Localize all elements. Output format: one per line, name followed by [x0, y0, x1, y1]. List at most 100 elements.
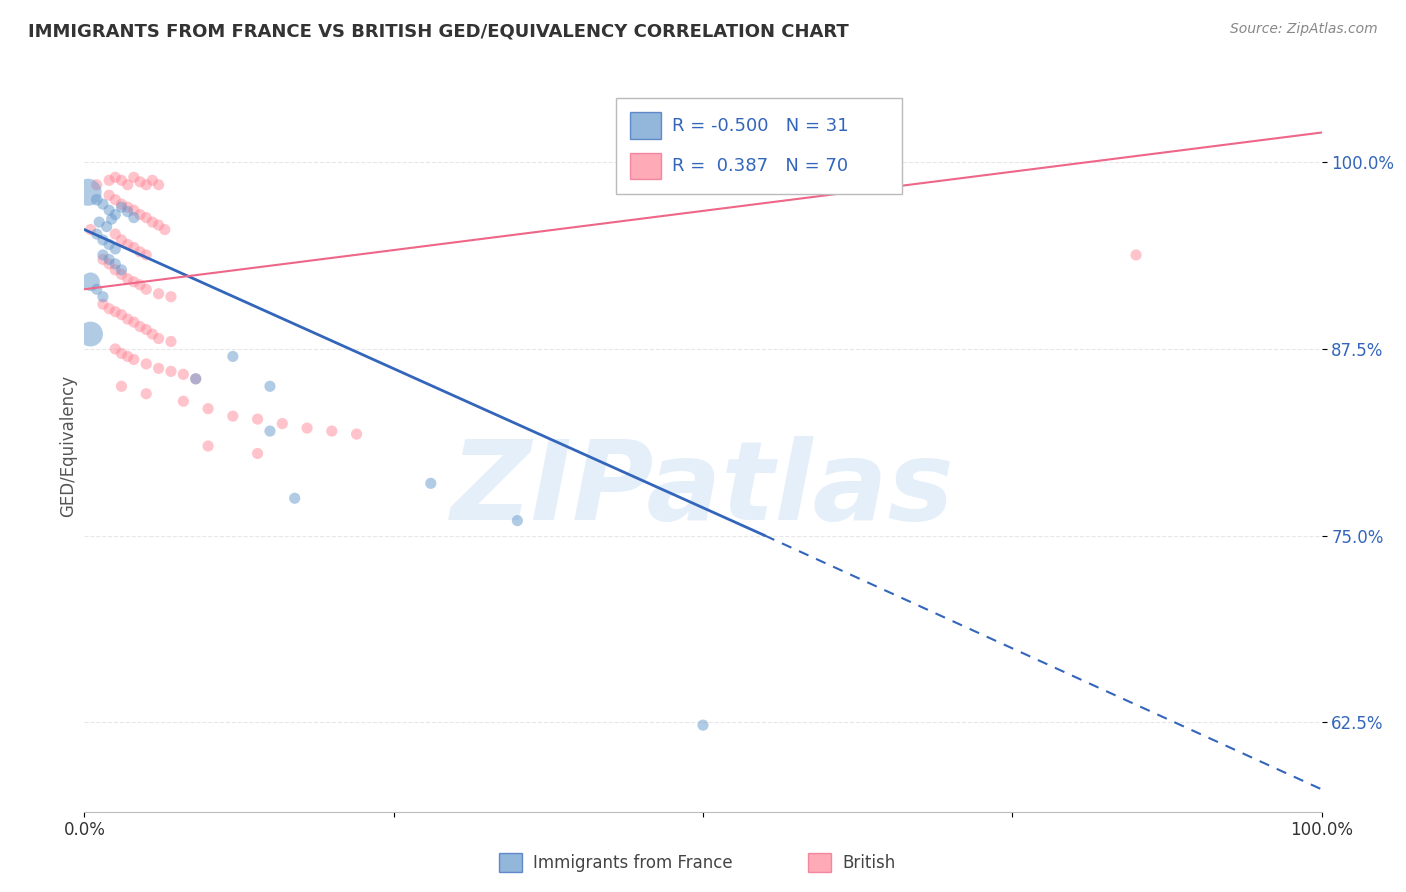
- Y-axis label: GED/Equivalency: GED/Equivalency: [59, 375, 77, 517]
- Point: [117, 178, 139, 192]
- Point: [160, 290, 183, 304]
- Text: IMMIGRANTS FROM FRANCE VS BRITISH GED/EQUIVALENCY CORRELATION CHART: IMMIGRANTS FROM FRANCE VS BRITISH GED/EQ…: [28, 22, 849, 40]
- Point: [692, 718, 714, 732]
- Point: [122, 352, 145, 367]
- Point: [129, 244, 152, 259]
- Point: [135, 178, 157, 192]
- Point: [96, 219, 118, 234]
- Point: [110, 379, 132, 393]
- Point: [122, 315, 145, 329]
- Point: [346, 427, 368, 442]
- Point: [86, 193, 108, 207]
- Point: [89, 215, 111, 229]
- Point: [141, 215, 163, 229]
- Point: [184, 372, 207, 386]
- Point: [135, 248, 157, 262]
- Point: [91, 297, 114, 311]
- Point: [148, 286, 170, 301]
- Point: [222, 350, 245, 364]
- Text: ZIPatlas: ZIPatlas: [451, 436, 955, 543]
- Point: [117, 204, 139, 219]
- Point: [104, 257, 127, 271]
- Point: [129, 208, 152, 222]
- Point: [135, 211, 157, 225]
- Point: [117, 200, 139, 214]
- Point: [135, 282, 157, 296]
- Point: [110, 233, 132, 247]
- Point: [100, 212, 122, 227]
- Text: R =  0.387   N = 70: R = 0.387 N = 70: [672, 157, 848, 175]
- Point: [321, 424, 343, 438]
- Point: [110, 263, 132, 277]
- Point: [271, 417, 294, 431]
- Point: [98, 257, 121, 271]
- Point: [259, 424, 281, 438]
- Point: [122, 275, 145, 289]
- Point: [222, 409, 245, 424]
- Point: [122, 211, 145, 225]
- Text: British: British: [842, 854, 896, 871]
- Point: [86, 282, 108, 296]
- Point: [104, 342, 127, 356]
- Point: [104, 304, 127, 318]
- Point: [98, 237, 121, 252]
- Text: Source: ZipAtlas.com: Source: ZipAtlas.com: [1230, 22, 1378, 37]
- Point: [79, 222, 101, 236]
- Point: [104, 227, 127, 241]
- Point: [160, 364, 183, 378]
- Point: [79, 326, 101, 341]
- Point: [104, 242, 127, 256]
- Point: [129, 175, 152, 189]
- Point: [86, 227, 108, 241]
- Point: [246, 446, 269, 460]
- Point: [104, 193, 127, 207]
- Point: [110, 308, 132, 322]
- Point: [104, 263, 127, 277]
- Point: [148, 361, 170, 376]
- Text: Immigrants from France: Immigrants from France: [533, 854, 733, 871]
- Point: [184, 372, 207, 386]
- Point: [104, 170, 127, 185]
- Point: [148, 332, 170, 346]
- Point: [110, 346, 132, 360]
- Point: [135, 322, 157, 336]
- Point: [135, 386, 157, 401]
- Point: [172, 368, 194, 382]
- Point: [91, 233, 114, 247]
- Point: [295, 421, 318, 435]
- Point: [117, 237, 139, 252]
- Point: [86, 178, 108, 192]
- Point: [172, 394, 194, 409]
- Point: [246, 412, 269, 426]
- Point: [117, 272, 139, 286]
- Point: [110, 197, 132, 211]
- Point: [506, 514, 529, 528]
- Point: [98, 173, 121, 187]
- Text: R = -0.500   N = 31: R = -0.500 N = 31: [672, 117, 848, 135]
- Point: [1125, 248, 1147, 262]
- Point: [110, 268, 132, 282]
- Point: [98, 203, 121, 218]
- Point: [153, 222, 176, 236]
- Point: [98, 301, 121, 316]
- Point: [141, 326, 163, 341]
- Point: [148, 218, 170, 232]
- Point: [91, 290, 114, 304]
- Point: [110, 200, 132, 214]
- Point: [284, 491, 307, 506]
- Point: [197, 439, 219, 453]
- Point: [91, 252, 114, 267]
- Point: [117, 312, 139, 326]
- Point: [129, 319, 152, 334]
- Point: [419, 476, 441, 491]
- Point: [122, 170, 145, 185]
- Point: [141, 173, 163, 187]
- Point: [122, 203, 145, 218]
- Point: [129, 277, 152, 292]
- Point: [117, 350, 139, 364]
- Point: [148, 178, 170, 192]
- Point: [135, 357, 157, 371]
- Point: [98, 188, 121, 202]
- Point: [197, 401, 219, 416]
- Point: [110, 173, 132, 187]
